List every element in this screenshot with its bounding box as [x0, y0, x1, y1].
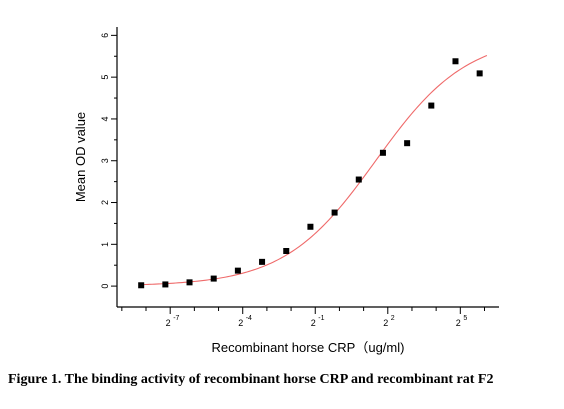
- x-tick-label: 2: [238, 318, 243, 328]
- x-tick-label: 2: [383, 318, 388, 328]
- y-tick-label: 4: [100, 116, 110, 121]
- data-point: [355, 176, 362, 183]
- x-tick-exponent: -1: [318, 315, 324, 322]
- data-point: [234, 267, 241, 274]
- x-tick-label: 2: [166, 318, 171, 328]
- data-point: [476, 70, 483, 77]
- data-point: [428, 102, 435, 109]
- y-tick-label: 3: [100, 158, 110, 163]
- x-tick-exponent: 2: [391, 315, 395, 322]
- data-point: [331, 209, 338, 216]
- y-axis-title: Mean OD value: [73, 112, 88, 202]
- x-tick-exponent: 5: [463, 315, 467, 322]
- data-point: [162, 281, 169, 288]
- axes: [116, 27, 499, 308]
- data-point: [138, 282, 145, 289]
- data-point: [259, 258, 266, 265]
- data-point: [379, 149, 386, 156]
- figure-caption: Figure 1. The binding activity of recomb…: [8, 372, 494, 387]
- data-point: [210, 275, 217, 282]
- y-tick-label: 0: [100, 284, 110, 289]
- y-tick-label: 1: [100, 242, 110, 247]
- y-tick-label: 5: [100, 75, 110, 80]
- x-tick-label: 2: [311, 318, 316, 328]
- fit-curve-group: [141, 55, 488, 286]
- data-point: [404, 140, 411, 147]
- y-tick-label: 6: [100, 33, 110, 38]
- fit-curve: [141, 55, 488, 286]
- y-tick-label: 2: [100, 200, 110, 205]
- data-point: [283, 248, 290, 254]
- x-tick-exponent: -7: [173, 315, 179, 322]
- data-point: [186, 279, 193, 286]
- data-point: [307, 223, 314, 230]
- x-axis-title: Recombinant horse CRP（ug/ml): [212, 340, 405, 355]
- x-tick-label: 2: [456, 318, 461, 328]
- x-tick-exponent: -4: [246, 315, 252, 322]
- data-points: [138, 58, 483, 289]
- data-point: [452, 58, 459, 65]
